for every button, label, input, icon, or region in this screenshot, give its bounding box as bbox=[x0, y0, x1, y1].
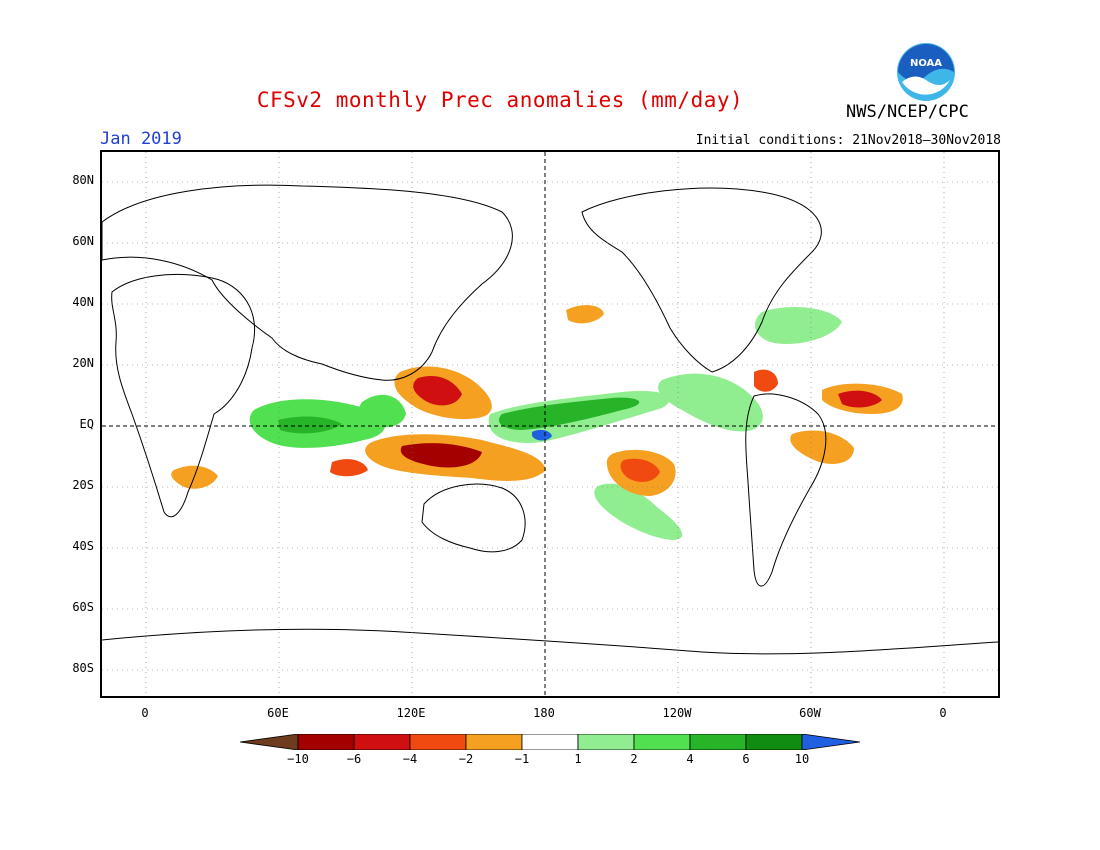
colorbar-label: 2 bbox=[630, 752, 638, 766]
anomaly-dry-wpac-north-core bbox=[413, 375, 462, 406]
coast-north-america bbox=[581, 187, 822, 373]
initial-conditions: Initial conditions: 21Nov2018–30Nov2018 bbox=[695, 133, 1001, 148]
reference-lines bbox=[102, 152, 998, 696]
colorbar-segment bbox=[521, 733, 579, 751]
colorbar-segment bbox=[465, 733, 523, 751]
anomaly-dry-australia-core bbox=[400, 443, 482, 468]
agency-label: NWS/NCEP/CPC bbox=[846, 102, 969, 122]
colorbar-label: −2 bbox=[458, 752, 474, 766]
anomaly-dry-indian-south bbox=[330, 459, 368, 477]
colorbar-arrow-low bbox=[239, 733, 299, 751]
colorbar-segment bbox=[409, 733, 467, 751]
coast-australia bbox=[421, 483, 526, 553]
colorbar-segment bbox=[577, 733, 635, 751]
anomaly-green-indian-core bbox=[278, 416, 342, 434]
map-title: CFSv2 monthly Prec anomalies (mm/day) bbox=[256, 88, 744, 112]
lon-label: 60W bbox=[799, 706, 821, 720]
colorbar-segment bbox=[297, 733, 355, 751]
lat-label: 40S bbox=[72, 539, 94, 553]
colorbar-label: 10 bbox=[794, 752, 810, 766]
colorbar-segment bbox=[633, 733, 691, 751]
anomaly-dry-north-pacific bbox=[566, 305, 604, 324]
coast-eurasia bbox=[101, 184, 513, 381]
colorbar-label: 1 bbox=[574, 752, 582, 766]
colorbar-label: 6 bbox=[742, 752, 750, 766]
colorbar-segment bbox=[689, 733, 747, 751]
colorbar bbox=[239, 733, 862, 754]
map-canvas bbox=[101, 152, 999, 696]
lon-label: 0 bbox=[141, 706, 149, 720]
lon-label: 180 bbox=[533, 706, 555, 720]
colorbar-label: −10 bbox=[287, 752, 309, 766]
forecast-period: Jan 2019 bbox=[100, 129, 182, 149]
coastlines bbox=[101, 184, 999, 655]
lon-label: 120W bbox=[662, 706, 692, 720]
lat-label: 60N bbox=[72, 234, 94, 248]
lon-label: 0 bbox=[939, 706, 947, 720]
anomaly-dry-amazon bbox=[790, 430, 854, 464]
colorbar-label: 4 bbox=[686, 752, 694, 766]
anomaly-green-pacific-core bbox=[498, 397, 640, 430]
coast-antarctica bbox=[101, 628, 999, 655]
anomaly-dry-caribbean bbox=[754, 369, 778, 392]
lat-label: EQ bbox=[79, 417, 94, 431]
anomaly-dry-atlantic-core bbox=[838, 390, 882, 408]
lat-label: 20S bbox=[72, 478, 94, 492]
anomaly-green-south-pacific bbox=[594, 483, 683, 540]
anomaly-fields bbox=[171, 305, 903, 540]
coast-south-america bbox=[745, 393, 827, 587]
colorbar-label: −4 bbox=[402, 752, 418, 766]
colorbar-segment bbox=[745, 733, 803, 751]
lon-label: 120E bbox=[396, 706, 426, 720]
colorbar-segment bbox=[353, 733, 411, 751]
anomaly-green-atlantic bbox=[755, 307, 842, 344]
colorbar-label: −1 bbox=[514, 752, 530, 766]
map-frame bbox=[100, 150, 1000, 698]
anomaly-dry-south-africa bbox=[171, 465, 218, 489]
lat-label: 20N bbox=[72, 356, 94, 370]
lon-label: 60E bbox=[267, 706, 289, 720]
colorbar-arrow-high bbox=[801, 733, 861, 751]
lat-label: 40N bbox=[72, 295, 94, 309]
anomaly-green-maritime bbox=[359, 394, 406, 428]
logo-text: NOAA bbox=[910, 58, 942, 69]
anomaly-dry-south-pacific-core bbox=[620, 458, 660, 482]
noaa-logo: NOAA bbox=[896, 42, 956, 102]
anomaly-green-east-pacific bbox=[658, 373, 763, 432]
colorbar-label: −6 bbox=[346, 752, 362, 766]
lat-label: 80N bbox=[72, 173, 94, 187]
anomaly-blue-pacific bbox=[532, 429, 552, 441]
lat-label: 80S bbox=[72, 661, 94, 675]
coast-africa bbox=[111, 273, 256, 518]
lat-label: 60S bbox=[72, 600, 94, 614]
gridlines bbox=[102, 152, 998, 696]
